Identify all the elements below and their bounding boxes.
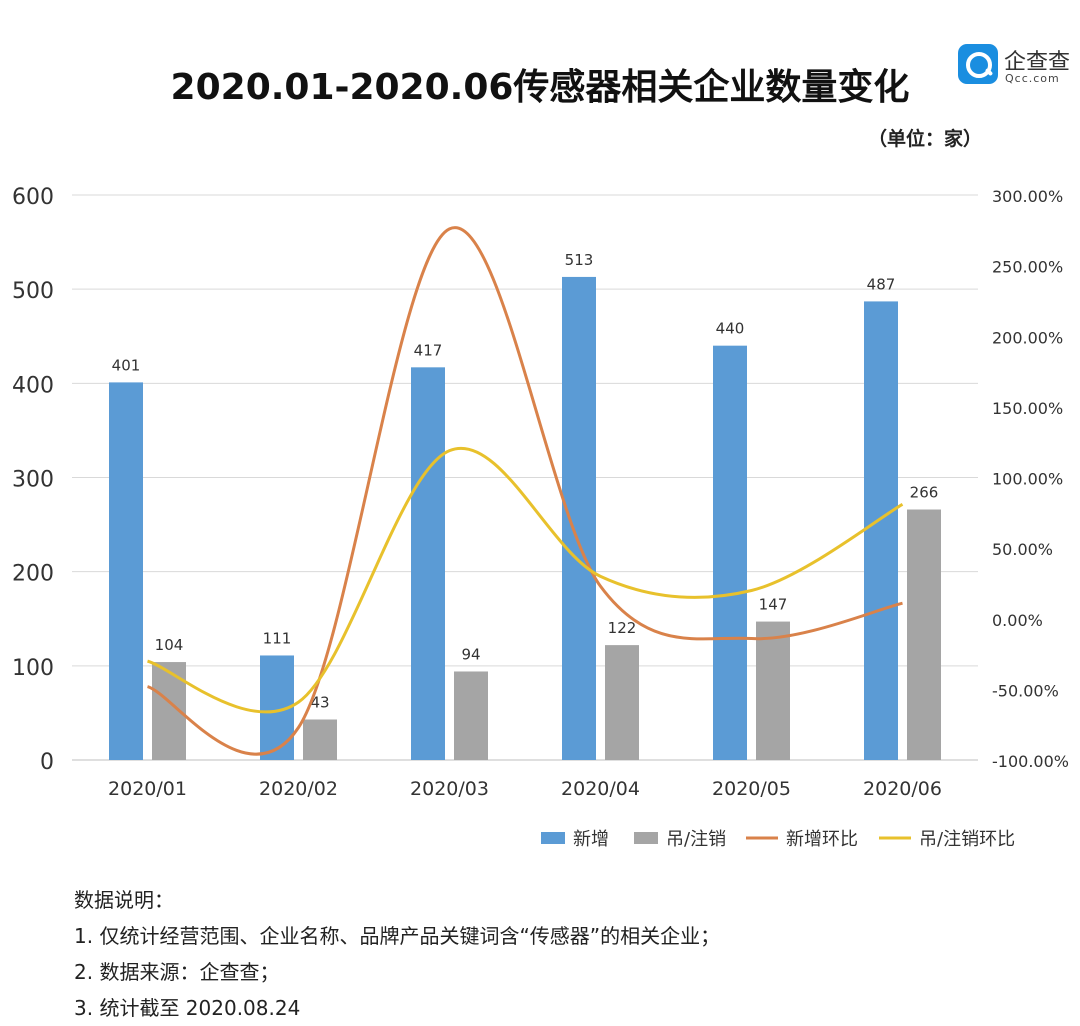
data-label-new: 417: [414, 341, 443, 359]
data-label-new: 401: [112, 356, 141, 374]
logo-name: 企查查: [1004, 50, 1071, 75]
data-label-new: 487: [867, 275, 896, 293]
legend-new-swatch: [541, 832, 565, 844]
y-right-tick-label: 250.00%: [992, 258, 1063, 277]
bar-cancel: [605, 645, 639, 760]
y-left-tick-label: 500: [12, 279, 54, 304]
x-tick-label: 2020/04: [561, 778, 640, 800]
bar-new: [562, 276, 596, 760]
legend-cancel-label: 吊/注销: [666, 829, 726, 850]
data-label-new: 513: [565, 251, 594, 269]
bar-new: [109, 382, 143, 760]
bar-cancel: [756, 621, 790, 760]
notes-item: 1. 仅统计经营范围、企业名称、品牌产品关键词含“传感器”的相关企业；: [74, 924, 721, 948]
data-label-cancel: 122: [608, 619, 637, 637]
y-right-tick-label: -100.00%: [992, 752, 1069, 771]
bar-new: [411, 367, 445, 760]
combo-chart: 0 100 200 300 400 500 600 -100.00% -50.00% 0.00% 5…: [12, 185, 1069, 850]
data-label-cancel: 104: [155, 636, 184, 654]
y-left-tick-label: 100: [12, 656, 54, 681]
bar-cancel: [454, 671, 488, 760]
y-left-tick-label: 300: [12, 468, 54, 493]
line-new-ratio: [146, 226, 903, 756]
notes-item: 2. 数据来源：企查查；: [74, 960, 280, 984]
bar-cancel: [907, 509, 941, 760]
data-label-new: 111: [263, 629, 292, 647]
legend-cancel-swatch: [634, 832, 658, 844]
unit-label: （单位：家）: [867, 128, 982, 150]
magnifier-logo-icon: [958, 44, 998, 84]
chart-title: 2020.01-2020.06传感器相关企业数量变化: [170, 67, 910, 108]
y-right-tick-label: 50.00%: [992, 540, 1053, 559]
y-right-tick-label: 0.00%: [992, 611, 1043, 630]
x-tick-label: 2020/03: [410, 778, 489, 800]
x-tick-label: 2020/02: [259, 778, 338, 800]
qcc-logo: 企查查 Qcc.com: [958, 44, 1076, 90]
data-label-cancel: 147: [759, 596, 788, 614]
y-left-tick-label: 200: [12, 562, 54, 587]
bar-new: [713, 345, 747, 760]
y-left-tick-label: 0: [40, 750, 54, 775]
line-cancel-ratio: [147, 446, 904, 714]
legend-new-ratio-label: 新增环比: [786, 829, 858, 850]
notes-item: 3. 统计截至 2020.08.24: [74, 996, 301, 1020]
data-label-new: 440: [716, 320, 745, 338]
legend-new-label: 新增: [573, 829, 609, 850]
y-right-tick-label: 150.00%: [992, 399, 1063, 418]
bar-new: [864, 301, 898, 760]
x-tick-label: 2020/01: [108, 778, 187, 800]
y-right-tick-label: 200.00%: [992, 328, 1063, 347]
notes-heading: 数据说明：: [74, 888, 174, 912]
y-right-tick-label: 300.00%: [992, 187, 1063, 206]
x-tick-label: 2020/05: [712, 778, 791, 800]
data-label-cancel: 94: [461, 645, 480, 663]
data-label-cancel: 266: [910, 484, 939, 502]
y-right-tick-label: 100.00%: [992, 470, 1063, 489]
bar-cancel: [303, 719, 337, 760]
y-right-tick-label: -50.00%: [992, 681, 1059, 700]
legend-cancel-ratio-label: 吊/注销环比: [919, 829, 1015, 850]
logo-subtitle: Qcc.com: [1005, 72, 1060, 85]
y-left-tick-label: 600: [12, 185, 54, 210]
y-left-tick-label: 400: [12, 373, 54, 398]
x-tick-label: 2020/06: [863, 778, 942, 800]
data-label-cancel: 43: [310, 694, 329, 712]
data-notes: 数据说明： 1. 仅统计经营范围、企业名称、品牌产品关键词含“传感器”的相关企业…: [74, 882, 720, 1026]
